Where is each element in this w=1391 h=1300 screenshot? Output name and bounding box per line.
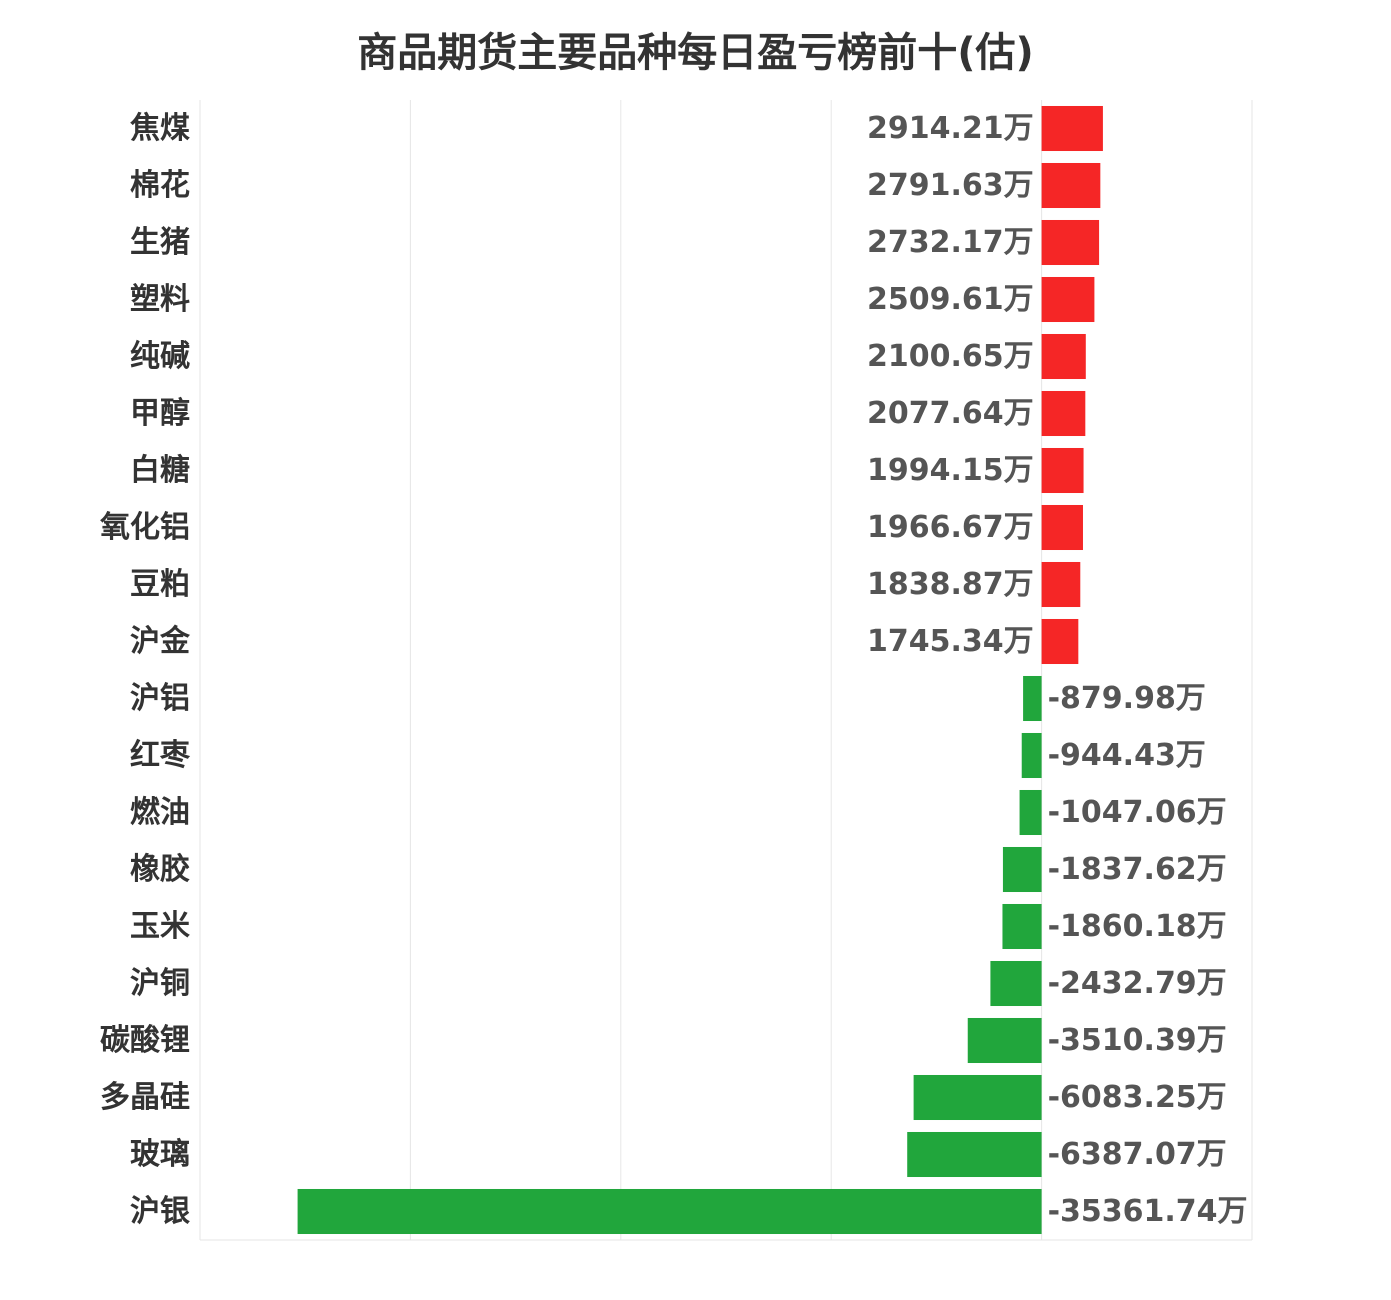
value-label: -879.98万 bbox=[1048, 681, 1206, 716]
value-label: 1966.67万 bbox=[867, 510, 1034, 545]
bar bbox=[1041, 219, 1100, 266]
category-label: 橡胶 bbox=[130, 852, 190, 887]
value-label: 2100.65万 bbox=[867, 339, 1034, 374]
value-label: -3510.39万 bbox=[1048, 1023, 1227, 1058]
bar bbox=[1041, 276, 1095, 323]
value-label: -6387.07万 bbox=[1048, 1137, 1227, 1172]
category-labels: 焦煤棉花生猪塑料纯碱甲醇白糖氧化铝豆粕沪金沪铝红枣燃油橡胶玉米沪铜碳酸锂多晶硅玻… bbox=[100, 111, 191, 1229]
bar bbox=[1041, 504, 1083, 551]
value-labels: 2914.21万 2791.63万 2732.17万 2509.61万 2100.65万… bbox=[867, 111, 1248, 1229]
value-label: -1860.18万 bbox=[1048, 909, 1227, 944]
category-label: 玻璃 bbox=[130, 1137, 190, 1172]
value-label: -35361.74万 bbox=[1048, 1194, 1248, 1229]
bar bbox=[1041, 618, 1079, 665]
bars bbox=[297, 105, 1103, 1235]
category-label: 生猪 bbox=[130, 225, 190, 260]
value-label: -944.43万 bbox=[1048, 738, 1206, 773]
grid-lines bbox=[199, 100, 1253, 1241]
value-label: 1838.87万 bbox=[867, 567, 1034, 602]
category-label: 多晶硅 bbox=[100, 1080, 190, 1115]
value-label: -2432.79万 bbox=[1048, 966, 1227, 1001]
bar bbox=[1041, 105, 1103, 152]
chart-title: 商品期货主要品种每日盈亏榜前十(估) bbox=[357, 30, 1034, 76]
category-label: 白糖 bbox=[130, 453, 190, 488]
bar bbox=[1002, 846, 1042, 893]
category-label: 氧化铝 bbox=[100, 510, 190, 545]
category-label: 沪金 bbox=[130, 624, 191, 659]
bar bbox=[1002, 903, 1042, 950]
category-label: 红枣 bbox=[130, 738, 191, 773]
category-label: 豆粕 bbox=[130, 567, 190, 602]
value-label: 2077.64万 bbox=[867, 396, 1034, 431]
category-label: 甲醇 bbox=[130, 396, 190, 431]
bar bbox=[1041, 561, 1081, 608]
bar bbox=[1041, 390, 1086, 437]
category-label: 燃油 bbox=[130, 795, 190, 830]
value-label: -6083.25万 bbox=[1048, 1080, 1227, 1115]
bar bbox=[1041, 447, 1084, 494]
value-label: -1047.06万 bbox=[1048, 795, 1227, 830]
value-label: 1994.15万 bbox=[867, 453, 1034, 488]
bar bbox=[913, 1074, 1042, 1121]
category-label: 碳酸锂 bbox=[100, 1023, 190, 1058]
bar bbox=[967, 1017, 1042, 1064]
value-label: 2914.21万 bbox=[867, 111, 1034, 146]
value-label: 1745.34万 bbox=[867, 624, 1034, 659]
value-label: 2732.17万 bbox=[867, 225, 1034, 260]
bar bbox=[990, 960, 1042, 1007]
bar bbox=[1021, 732, 1042, 779]
bar bbox=[1041, 162, 1101, 209]
bar bbox=[1041, 333, 1086, 380]
value-label: -1837.62万 bbox=[1048, 852, 1227, 887]
bar bbox=[907, 1131, 1042, 1178]
category-label: 棉花 bbox=[130, 168, 190, 203]
category-label: 玉米 bbox=[130, 909, 190, 944]
value-label: 2791.63万 bbox=[867, 168, 1034, 203]
bar bbox=[297, 1188, 1042, 1235]
value-label: 2509.61万 bbox=[867, 282, 1034, 317]
bar bbox=[1023, 675, 1042, 722]
category-label: 焦煤 bbox=[130, 111, 190, 146]
category-label: 沪银 bbox=[130, 1194, 190, 1229]
category-label: 沪铜 bbox=[130, 966, 190, 1001]
category-label: 塑料 bbox=[130, 282, 190, 317]
bar bbox=[1019, 789, 1042, 836]
category-label: 沪铝 bbox=[130, 681, 190, 716]
category-label: 纯碱 bbox=[130, 339, 190, 374]
